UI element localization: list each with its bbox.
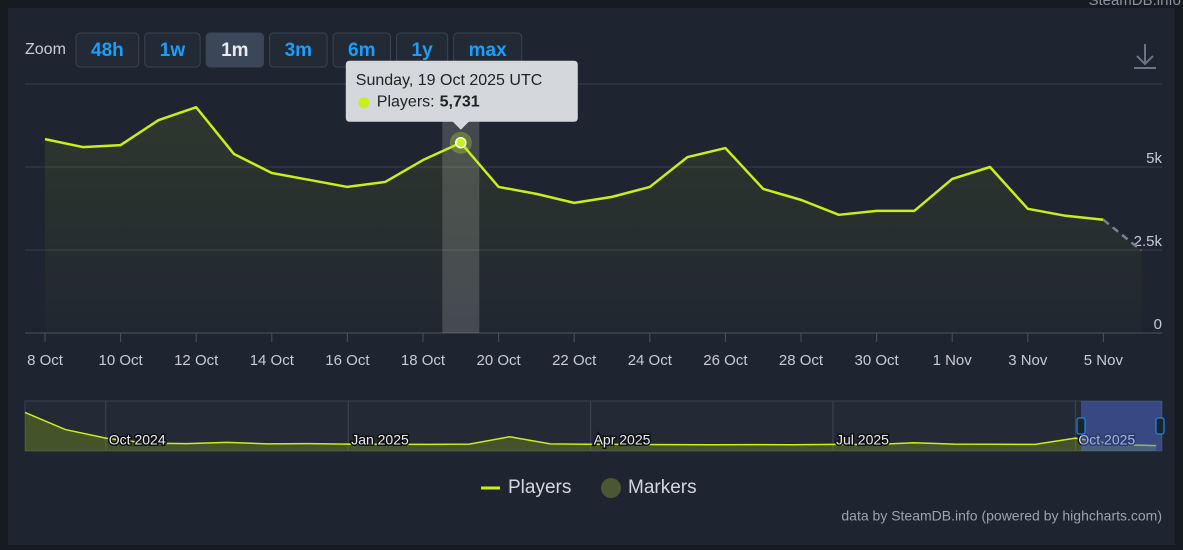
zoom-button-bg[interactable] — [75, 32, 140, 68]
area-fill — [45, 107, 1142, 334]
y-tick-label: 5k — [1146, 150, 1162, 167]
x-tick-label: 22 Oct — [552, 352, 597, 369]
x-tick-label: 30 Oct — [855, 352, 900, 369]
zoom-button-label[interactable]: 6m — [348, 40, 375, 61]
zoom-button-bg[interactable] — [205, 32, 265, 68]
zoom-button-label[interactable]: 48h — [91, 40, 124, 61]
tooltip-value: 5,731 — [440, 94, 480, 111]
x-tick-label: 10 Oct — [99, 352, 144, 369]
tooltip-series: Players: — [377, 94, 435, 111]
navigator-handle[interactable] — [1076, 417, 1086, 435]
navigator-line — [24, 411, 1157, 447]
players-line — [44, 105, 1104, 222]
y-tick-label: 0 — [1154, 316, 1162, 333]
navigator-label: Oct 2024 — [109, 432, 166, 448]
x-tick-label: 16 Oct — [325, 352, 370, 369]
navigator-window[interactable] — [1081, 401, 1162, 451]
x-tick-label: 5 Nov — [1084, 352, 1124, 369]
zoom-button-label[interactable]: max — [469, 40, 507, 61]
x-tick-label: 18 Oct — [401, 352, 446, 369]
navigator-handle[interactable] — [1155, 417, 1165, 435]
zoom-label: Zoom — [25, 41, 66, 58]
x-tick-label: 14 Oct — [250, 352, 295, 369]
navigator-label: Oct 2025 — [1078, 432, 1135, 448]
x-tick-label: 28 Oct — [779, 352, 824, 369]
zoom-button-bg[interactable] — [269, 32, 328, 68]
credits[interactable]: data by SteamDB.info (powered by highcha… — [841, 508, 1162, 524]
navigator-label: Jul 2025 — [836, 432, 889, 448]
legend-label[interactable]: Players — [508, 477, 571, 498]
zoom-button[interactable]: 3m — [269, 32, 328, 68]
navigator-label: Apr 2025 — [594, 432, 651, 448]
zoom-button-label[interactable]: 1w — [160, 40, 186, 61]
navigator-label: Jan 2025 — [351, 432, 409, 448]
point — [455, 136, 467, 149]
zoom-button[interactable]: 1m — [205, 32, 265, 68]
legend-item[interactable]: Markers — [601, 477, 697, 498]
x-tick-label: 8 Oct — [27, 352, 64, 369]
watermark: SteamDB.info — [1088, 0, 1181, 9]
x-tick-label: 20 Oct — [477, 352, 522, 369]
players-line-partial — [1102, 218, 1142, 252]
zoom-button[interactable]: 6m — [332, 32, 392, 68]
zoom-button[interactable]: 1w — [144, 32, 201, 68]
x-tick-label: 24 Oct — [628, 352, 673, 369]
y-tick-label: 2.5k — [1134, 233, 1163, 250]
x-tick-label: 12 Oct — [174, 352, 219, 369]
zoom-button-label[interactable]: 1y — [412, 40, 434, 61]
zoom-button[interactable]: 1y — [396, 32, 449, 68]
tooltip-title: Sunday, 19 Oct 2025 UTC — [356, 72, 542, 89]
x-tick-label: 1 Nov — [933, 352, 973, 369]
tooltip-dot — [358, 97, 370, 109]
tooltip-line: Players: 5,731 — [377, 94, 480, 111]
zoom-button-label[interactable]: 3m — [285, 40, 312, 61]
download-icon[interactable] — [1134, 44, 1156, 69]
zoom-button-label[interactable]: 1m — [221, 40, 248, 61]
legend-item[interactable]: Players — [481, 477, 571, 498]
zoom-button-bg[interactable] — [144, 32, 201, 68]
x-tick-label: 3 Nov — [1008, 352, 1048, 369]
tooltip-box — [345, 60, 578, 130]
legend-label[interactable]: Markers — [628, 477, 697, 498]
legend-swatch[interactable] — [601, 478, 621, 498]
zoom-button[interactable]: 48h — [75, 32, 140, 68]
x-tick-label: 26 Oct — [703, 352, 748, 369]
navigator-area — [25, 412, 1157, 451]
